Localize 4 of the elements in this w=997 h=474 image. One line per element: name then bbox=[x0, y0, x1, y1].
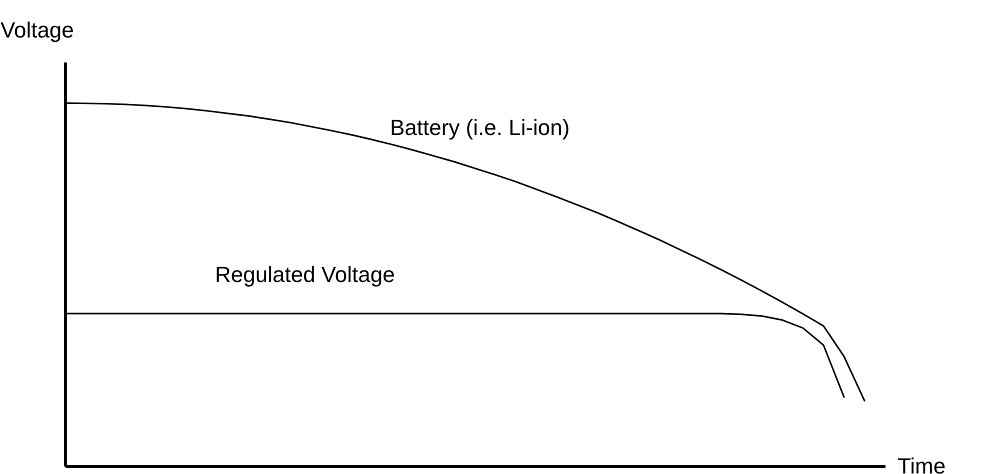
series-label: Battery (i.e. Li-ion) bbox=[390, 115, 570, 140]
y-axis-title: Voltage bbox=[0, 18, 74, 42]
series-label: Regulated Voltage bbox=[215, 262, 395, 287]
x-axis-title: Time bbox=[898, 454, 946, 474]
